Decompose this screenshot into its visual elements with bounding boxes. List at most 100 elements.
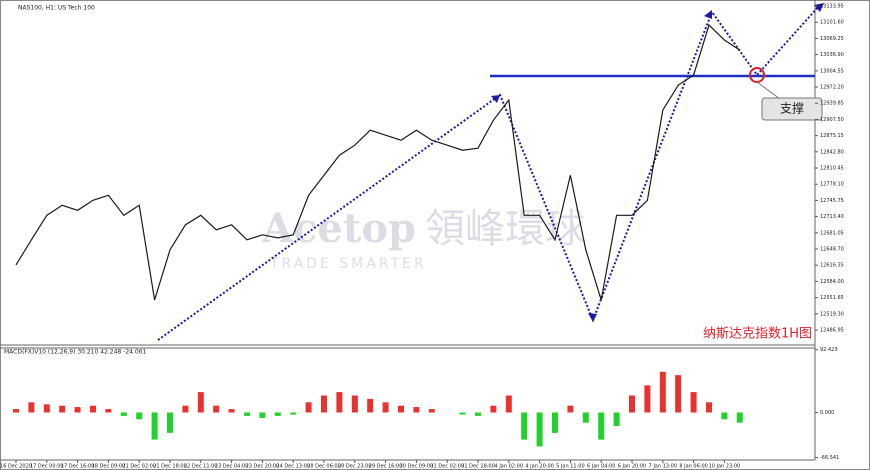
macd-bar bbox=[736, 412, 743, 423]
chart-caption: 纳斯达克指数1H图 bbox=[703, 327, 812, 342]
macd-bar bbox=[629, 395, 635, 413]
trend-lines bbox=[157, 4, 821, 341]
x-tick-label: 21 Dec 18:00 bbox=[153, 464, 187, 470]
macd-bar bbox=[490, 405, 497, 413]
arrow-head bbox=[491, 95, 500, 103]
macd-bar bbox=[659, 371, 666, 413]
y-tick-label: 12972.20 bbox=[820, 85, 844, 91]
x-tick-label: 16 Dec 2020 bbox=[0, 464, 32, 470]
y-tick-label: 12810.45 bbox=[820, 166, 844, 172]
x-tick-label: 10 Jan 23:00 bbox=[709, 464, 741, 470]
macd-bar bbox=[213, 405, 220, 413]
macd-bar bbox=[536, 412, 543, 447]
macd-bar bbox=[675, 375, 682, 413]
x-tick-label: 28 Dec 06:00 bbox=[307, 464, 341, 470]
macd-bar bbox=[259, 412, 266, 418]
macd-bar bbox=[59, 405, 66, 413]
price-line bbox=[15, 23, 741, 301]
x-tick-label: 24 Dec 13:00 bbox=[276, 464, 310, 470]
y-tick-label: 13101.60 bbox=[820, 20, 844, 26]
macd-bar bbox=[290, 412, 297, 415]
y-tick-label: 12842.80 bbox=[820, 149, 844, 155]
y-tick-label: -66.541 bbox=[820, 455, 839, 461]
y-tick-label: 12648.70 bbox=[820, 247, 844, 253]
arrow-head bbox=[588, 313, 597, 322]
macd-bar bbox=[136, 412, 143, 420]
y-tick-label: 12616.35 bbox=[820, 263, 844, 269]
x-tick-label: 7 Jan 13:00 bbox=[649, 464, 677, 470]
y-tick-label: 12778.10 bbox=[820, 182, 844, 188]
macd-bar bbox=[321, 395, 327, 413]
macd-bar bbox=[644, 385, 651, 413]
watermark-text: 領峰環球 bbox=[425, 206, 585, 252]
macd-bar bbox=[398, 405, 404, 413]
x-tick-label: 6 Jan 04:00 bbox=[587, 464, 615, 470]
macd-bar bbox=[151, 412, 158, 440]
x-tick-label: 17 Dec 00:00 bbox=[30, 464, 64, 470]
y-tick-label: 13004.55 bbox=[820, 68, 844, 74]
watermark: Acetop 領峰環球 TRADE SMARTER bbox=[261, 205, 585, 272]
y-tick-label: 12713.40 bbox=[820, 214, 844, 220]
chart-title: NAS100, H1: US Tech 100 bbox=[18, 5, 95, 12]
macd-bar bbox=[475, 412, 481, 416]
macd-bar bbox=[182, 405, 189, 413]
x-tick-label: 23 Dec 04:00 bbox=[215, 464, 249, 470]
x-tick-label: 17 Dec 16:00 bbox=[61, 464, 95, 470]
trend-line bbox=[157, 4, 821, 341]
macd-bar bbox=[613, 412, 620, 427]
y-tick-label: 13133.95 bbox=[820, 4, 844, 10]
x-tick-label: 31 Dec 18:00 bbox=[461, 464, 495, 470]
y-tick-label: 12584.00 bbox=[820, 279, 844, 285]
macd-bar bbox=[598, 412, 605, 440]
macd-bar bbox=[43, 404, 50, 413]
watermark-text: TRADE SMARTER bbox=[269, 256, 427, 272]
macd-bar bbox=[505, 395, 512, 413]
macd-bar bbox=[567, 405, 574, 413]
macd-bar bbox=[274, 412, 281, 416]
callout-text: 支撑 bbox=[780, 101, 804, 116]
x-tick-label: 29 Dec 16:00 bbox=[369, 464, 403, 470]
x-tick-label: 22 Dec 11:00 bbox=[184, 464, 218, 470]
macd-bar bbox=[28, 402, 35, 413]
y-tick-label: 12551.65 bbox=[820, 295, 844, 301]
indicator-title: MACD(FX)V10 (12,26,9) 30.210 42.248 -24.… bbox=[4, 349, 147, 356]
macd-bar bbox=[428, 409, 435, 413]
macd-bar bbox=[582, 412, 589, 423]
x-tick-label: 21 Dec 02:00 bbox=[122, 464, 156, 470]
macd-bar bbox=[459, 412, 466, 415]
x-tick-label: 23 Dec 20:00 bbox=[246, 464, 280, 470]
macd-bar bbox=[552, 412, 558, 433]
callout-box bbox=[761, 97, 823, 121]
macd-bar bbox=[74, 407, 81, 413]
x-tick-label: 30 Dec 09:00 bbox=[400, 464, 434, 470]
watermark-text: Acetop bbox=[261, 205, 416, 252]
callout-line bbox=[756, 81, 781, 100]
macd-bar bbox=[706, 402, 712, 413]
x-tick-label: 4 Jan 20:00 bbox=[525, 464, 553, 470]
y-tick-label: 12519.30 bbox=[820, 311, 844, 317]
macd-bar bbox=[167, 412, 173, 433]
macd-bar bbox=[305, 402, 312, 413]
x-tick-label: 8 Jan 06:00 bbox=[679, 464, 707, 470]
y-tick-label: 0.000 bbox=[820, 410, 834, 416]
macd-bar bbox=[336, 392, 343, 413]
macd-bar bbox=[105, 409, 112, 413]
y-tick-label: 92.423 bbox=[820, 347, 838, 353]
y-tick-label: 13036.90 bbox=[820, 52, 844, 58]
macd-bar bbox=[367, 398, 374, 413]
macd-bar bbox=[721, 412, 728, 420]
x-tick-label: 31 Dec 02:00 bbox=[430, 464, 464, 470]
macd-bar bbox=[90, 405, 96, 413]
y-tick-label: 12939.85 bbox=[820, 101, 844, 107]
macd-bar bbox=[521, 412, 528, 440]
x-tick-label: 4 Jan 02:00 bbox=[495, 464, 523, 470]
macd-bar bbox=[690, 392, 697, 413]
y-tick-label: 12486.95 bbox=[820, 328, 844, 334]
arrow-head bbox=[814, 3, 824, 12]
y-tick-label: 12681.05 bbox=[820, 230, 844, 236]
x-tick-label: 28 Dec 23:00 bbox=[338, 464, 372, 470]
macd-bar bbox=[13, 409, 19, 413]
x-tick-label: 18 Dec 09:00 bbox=[92, 464, 126, 470]
